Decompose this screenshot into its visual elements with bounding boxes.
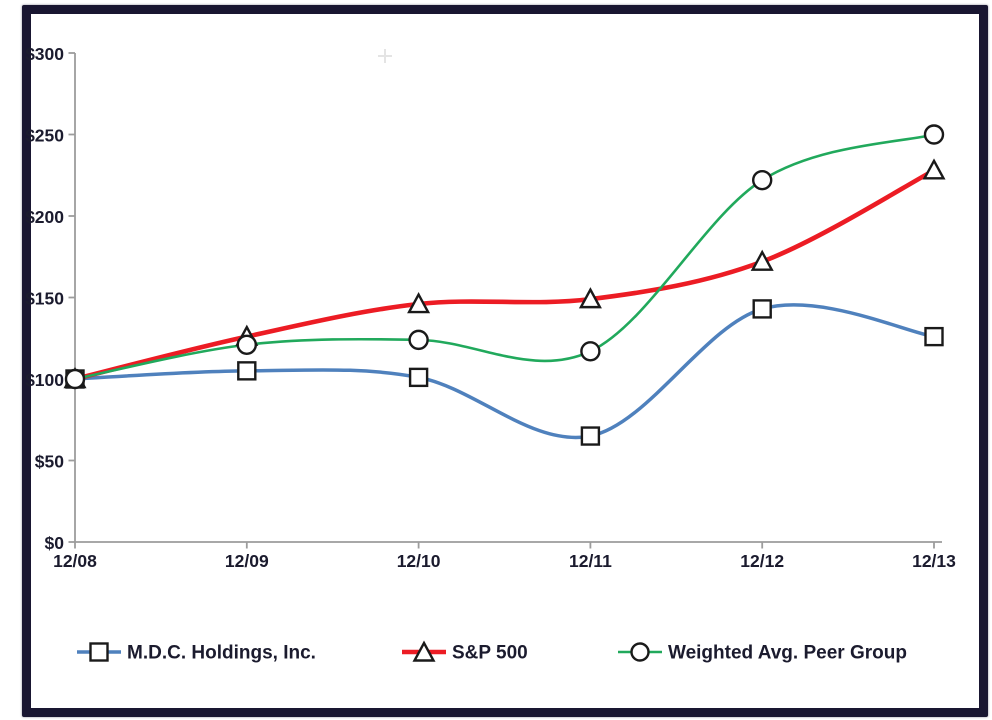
x-tick-label: 12/11 (569, 551, 612, 571)
square-data-marker (752, 299, 772, 319)
chart-legend: M.D.C. Holdings, Inc. S&P 500 Weighted A… (77, 640, 907, 664)
square-data-marker (237, 361, 257, 381)
square-data-marker (580, 426, 601, 446)
y-tick-label: $50 (35, 452, 64, 472)
series-line-square (73, 303, 936, 440)
circle-data-marker (64, 368, 86, 390)
series-lines (72, 133, 937, 440)
square-data-marker (408, 367, 429, 388)
axes: $0 $50 $100 $150 $200 $250 $300 12/08 12/09 12/10… (25, 44, 956, 571)
y-tick-label: $0 (45, 533, 65, 553)
triangle-data-marker (578, 287, 602, 309)
circle-data-marker (580, 341, 601, 362)
y-tick-label: $150 (25, 289, 64, 309)
triangle-data-marker (922, 158, 946, 180)
triangle-data-marker (407, 292, 431, 314)
circle-data-marker (408, 329, 429, 351)
chart-frame (22, 5, 988, 717)
series-line-circle (73, 133, 936, 381)
y-tick-label: $250 (25, 126, 64, 146)
square-marker-icon (89, 642, 109, 662)
legend-label-mdc: M.D.C. Holdings, Inc. (127, 643, 316, 664)
x-tick-label: 12/10 (397, 551, 441, 571)
x-tick-label: 12/09 (225, 551, 269, 571)
x-tick-label: 12/08 (53, 551, 97, 571)
triangle-marker-icon (412, 640, 436, 662)
series-line-triangle (72, 168, 937, 382)
circle-marker-icon (630, 642, 650, 662)
circle-data-marker (236, 334, 258, 355)
y-tick-label: $100 (25, 370, 64, 390)
circle-data-marker (752, 169, 773, 191)
legend-item-peer-group: Weighted Avg. Peer Group (618, 642, 907, 664)
legend-label-peer-group: Weighted Avg. Peer Group (668, 643, 907, 664)
legend-item-mdc-holdings: M.D.C. Holdings, Inc. (77, 642, 316, 664)
data-point-markers (63, 124, 946, 446)
legend-label-sp500: S&P 500 (452, 643, 528, 664)
x-tick-label: 12/12 (740, 551, 784, 571)
y-tick-label: $300 (25, 44, 64, 64)
square-data-marker (924, 326, 944, 347)
circle-data-marker (923, 124, 945, 145)
x-tick-label: 12/13 (912, 551, 956, 571)
y-tick-label: $200 (25, 207, 64, 227)
scan-artifact-plus (378, 49, 392, 63)
triangle-data-marker (750, 249, 774, 271)
legend-item-sp500: S&P 500 (402, 640, 528, 664)
